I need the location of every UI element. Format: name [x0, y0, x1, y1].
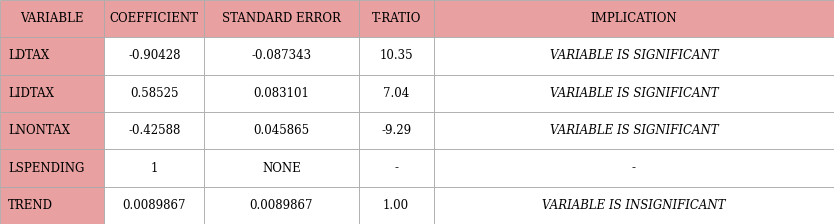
Bar	[104, 37, 204, 75]
Bar	[204, 37, 359, 75]
Bar	[434, 75, 834, 112]
Text: -9.29: -9.29	[381, 124, 411, 137]
Text: LNONTAX: LNONTAX	[8, 124, 70, 137]
Text: T-RATIO: T-RATIO	[371, 12, 421, 25]
Bar	[359, 75, 434, 112]
Text: 0.58525: 0.58525	[130, 87, 178, 100]
Bar	[359, 112, 434, 149]
Text: -: -	[632, 162, 636, 174]
Bar	[359, 149, 434, 187]
Text: -: -	[394, 162, 398, 174]
Bar	[0, 112, 104, 149]
Bar	[204, 149, 359, 187]
Bar	[204, 112, 359, 149]
Text: LSPENDING: LSPENDING	[8, 162, 85, 174]
Bar	[434, 37, 834, 75]
Text: VARIABLE IS SIGNIFICANT: VARIABLE IS SIGNIFICANT	[550, 87, 718, 100]
Text: 0.083101: 0.083101	[254, 87, 309, 100]
Bar	[104, 149, 204, 187]
Bar	[434, 187, 834, 224]
Text: VARIABLE IS INSIGNIFICANT: VARIABLE IS INSIGNIFICANT	[542, 199, 726, 212]
Text: -0.087343: -0.087343	[251, 50, 312, 62]
Text: 7.04: 7.04	[383, 87, 409, 100]
Bar	[434, 112, 834, 149]
Text: -0.90428: -0.90428	[128, 50, 180, 62]
Bar	[104, 75, 204, 112]
Text: VARIABLE IS SIGNIFICANT: VARIABLE IS SIGNIFICANT	[550, 50, 718, 62]
Bar	[0, 149, 104, 187]
Bar	[0, 75, 104, 112]
Text: 10.35: 10.35	[379, 50, 413, 62]
Text: VARIABLE: VARIABLE	[20, 12, 84, 25]
Bar	[0, 0, 104, 37]
Text: -0.42588: -0.42588	[128, 124, 180, 137]
Text: TREND: TREND	[8, 199, 53, 212]
Text: STANDARD ERROR: STANDARD ERROR	[222, 12, 341, 25]
Bar	[104, 187, 204, 224]
Text: IMPLICATION: IMPLICATION	[590, 12, 677, 25]
Bar	[204, 0, 359, 37]
Text: 1: 1	[151, 162, 158, 174]
Bar	[359, 0, 434, 37]
Bar	[0, 187, 104, 224]
Bar	[104, 112, 204, 149]
Bar	[204, 187, 359, 224]
Text: 0.0089867: 0.0089867	[249, 199, 314, 212]
Text: LIDTAX: LIDTAX	[8, 87, 54, 100]
Bar	[434, 149, 834, 187]
Bar	[104, 0, 204, 37]
Bar	[204, 75, 359, 112]
Text: NONE: NONE	[262, 162, 301, 174]
Text: VARIABLE IS SIGNIFICANT: VARIABLE IS SIGNIFICANT	[550, 124, 718, 137]
Text: 0.0089867: 0.0089867	[123, 199, 186, 212]
Bar	[359, 37, 434, 75]
Bar	[0, 37, 104, 75]
Text: 1.00: 1.00	[383, 199, 409, 212]
Bar	[359, 187, 434, 224]
Text: COEFFICIENT: COEFFICIENT	[110, 12, 198, 25]
Text: 0.045865: 0.045865	[254, 124, 309, 137]
Bar	[434, 0, 834, 37]
Text: LDTAX: LDTAX	[8, 50, 49, 62]
